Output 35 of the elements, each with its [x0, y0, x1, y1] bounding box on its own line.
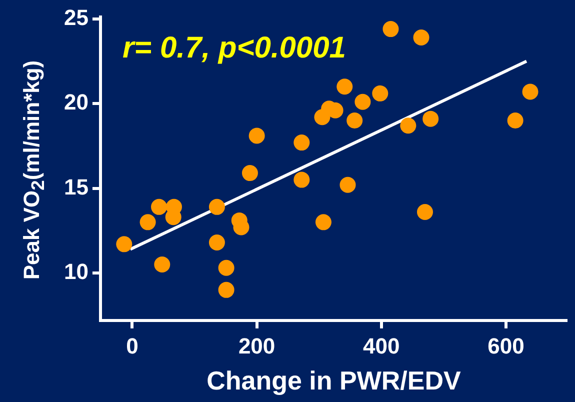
x-tick-label: 600 — [488, 334, 524, 359]
point — [242, 165, 258, 182]
point — [400, 118, 416, 134]
point — [507, 112, 524, 129]
point — [208, 234, 225, 250]
x-tick-label: 200 — [238, 334, 276, 359]
point — [116, 236, 132, 252]
point — [140, 214, 156, 230]
x-tick-label: 0 — [126, 334, 138, 359]
point — [218, 282, 234, 298]
annotation: r= 0.7, p<0.0001 — [122, 31, 346, 64]
point — [294, 134, 310, 151]
point — [422, 110, 439, 127]
y-tick-label: 15 — [64, 174, 88, 200]
point — [151, 198, 168, 215]
point — [340, 176, 356, 193]
point — [208, 198, 225, 215]
point — [336, 78, 353, 95]
y-tick-label: 25 — [64, 4, 88, 30]
point — [248, 128, 265, 144]
point — [294, 172, 310, 188]
point — [416, 204, 433, 220]
point — [522, 84, 538, 100]
point — [413, 30, 430, 46]
y-tick-label: 20 — [64, 90, 88, 115]
point — [372, 85, 388, 102]
y-tick-label: 10 — [64, 259, 88, 284]
x-axis-title: Change in PWR/EDV — [206, 366, 462, 396]
point — [218, 260, 234, 276]
point — [154, 256, 170, 273]
point — [382, 21, 399, 38]
point — [315, 214, 332, 230]
point — [346, 112, 363, 129]
point — [354, 94, 371, 110]
x-tick-label: 400 — [363, 334, 400, 359]
